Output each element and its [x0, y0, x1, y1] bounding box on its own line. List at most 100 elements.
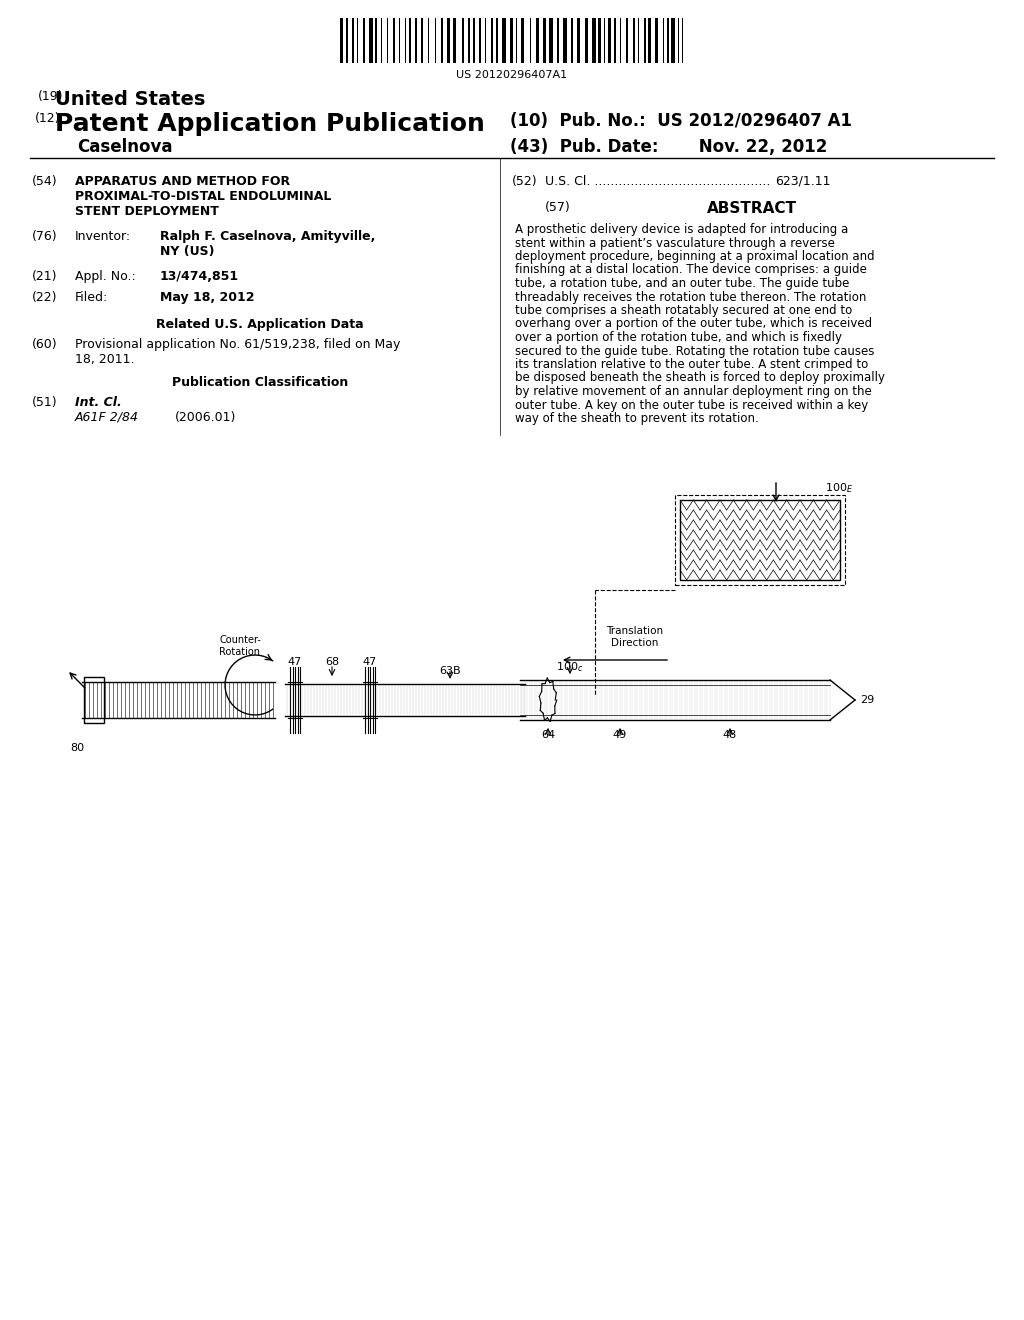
Bar — [592, 18, 596, 63]
Bar — [453, 18, 456, 63]
Text: 63B: 63B — [439, 665, 461, 676]
Bar — [421, 18, 423, 63]
Text: be disposed beneath the sheath is forced to deploy proximally: be disposed beneath the sheath is forced… — [515, 371, 885, 384]
Text: 68: 68 — [325, 657, 339, 667]
Text: 623/1.11: 623/1.11 — [775, 176, 830, 187]
Bar — [440, 18, 443, 63]
Bar — [369, 18, 373, 63]
Text: (51): (51) — [32, 396, 57, 409]
Text: (10)  Pub. No.:  US 2012/0296407 A1: (10) Pub. No.: US 2012/0296407 A1 — [510, 112, 852, 129]
Text: 29: 29 — [860, 696, 874, 705]
Text: (12): (12) — [35, 112, 60, 125]
Bar — [682, 18, 683, 63]
Text: deployment procedure, beginning at a proximal location and: deployment procedure, beginning at a pro… — [515, 249, 874, 263]
Bar — [667, 18, 669, 63]
Text: tube comprises a sheath rotatably secured at one end to: tube comprises a sheath rotatably secure… — [515, 304, 852, 317]
Bar — [571, 18, 572, 63]
Text: Inventor:: Inventor: — [75, 230, 131, 243]
Text: way of the sheath to prevent its rotation.: way of the sheath to prevent its rotatio… — [515, 412, 759, 425]
Text: Filed:: Filed: — [75, 290, 109, 304]
Text: 47: 47 — [362, 657, 377, 667]
Bar — [468, 18, 470, 63]
Bar — [515, 18, 517, 63]
Text: overhang over a portion of the outer tube, which is received: overhang over a portion of the outer tub… — [515, 318, 872, 330]
Text: over a portion of the rotation tube, and which is fixedly: over a portion of the rotation tube, and… — [515, 331, 842, 345]
Text: United States: United States — [55, 90, 206, 110]
Text: tube, a rotation tube, and an outer tube. The guide tube: tube, a rotation tube, and an outer tube… — [515, 277, 849, 290]
Bar — [381, 18, 382, 63]
Text: (52): (52) — [512, 176, 538, 187]
Bar — [409, 18, 411, 63]
Bar — [386, 18, 388, 63]
Bar — [633, 18, 635, 63]
Text: (21): (21) — [32, 271, 57, 282]
Text: Provisional application No. 61/519,238, filed on May
18, 2011.: Provisional application No. 61/519,238, … — [75, 338, 400, 366]
Bar — [644, 18, 645, 63]
Text: A prosthetic delivery device is adapted for introducing a: A prosthetic delivery device is adapted … — [515, 223, 848, 236]
Text: (43)  Pub. Date:       Nov. 22, 2012: (43) Pub. Date: Nov. 22, 2012 — [510, 139, 827, 156]
Text: 100$_E$: 100$_E$ — [825, 482, 853, 495]
Bar — [362, 18, 365, 63]
Bar — [415, 18, 417, 63]
Bar — [563, 18, 566, 63]
Bar — [654, 18, 658, 63]
Bar — [626, 18, 628, 63]
Bar — [536, 18, 539, 63]
Bar — [392, 18, 395, 63]
Text: its translation relative to the outer tube. A stent crimped to: its translation relative to the outer tu… — [515, 358, 868, 371]
Text: 13/474,851: 13/474,851 — [160, 271, 240, 282]
Bar — [556, 18, 559, 63]
Bar — [577, 18, 580, 63]
Bar — [462, 18, 464, 63]
Bar — [585, 18, 588, 63]
Text: 100$_c$: 100$_c$ — [556, 660, 584, 673]
Text: ABSTRACT: ABSTRACT — [707, 201, 797, 216]
Text: May 18, 2012: May 18, 2012 — [160, 290, 255, 304]
Bar — [663, 18, 664, 63]
Text: Patent Application Publication: Patent Application Publication — [55, 112, 485, 136]
Bar — [356, 18, 358, 63]
Text: Related U.S. Application Data: Related U.S. Application Data — [157, 318, 364, 331]
Bar — [404, 18, 406, 63]
Text: (76): (76) — [32, 230, 57, 243]
Text: Caselnova: Caselnova — [77, 139, 172, 156]
Text: Ralph F. Caselnova, Amityville,
NY (US): Ralph F. Caselnova, Amityville, NY (US) — [160, 230, 376, 257]
Text: 47: 47 — [288, 657, 302, 667]
Text: secured to the guide tube. Rotating the rotation tube causes: secured to the guide tube. Rotating the … — [515, 345, 874, 358]
Text: by relative movement of an annular deployment ring on the: by relative movement of an annular deplo… — [515, 385, 871, 399]
Bar — [352, 18, 353, 63]
Bar — [502, 18, 506, 63]
Text: U.S. Cl. ............................................: U.S. Cl. ...............................… — [545, 176, 770, 187]
Bar — [549, 18, 553, 63]
Text: Appl. No.:: Appl. No.: — [75, 271, 136, 282]
Bar — [671, 18, 675, 63]
Text: (19): (19) — [38, 90, 63, 103]
Bar — [675, 495, 845, 585]
Bar — [510, 18, 512, 63]
Bar — [680, 500, 840, 579]
Bar — [598, 18, 600, 63]
Bar — [678, 18, 679, 63]
Bar — [434, 18, 436, 63]
Text: Publication Classification: Publication Classification — [172, 376, 348, 389]
Bar — [648, 18, 650, 63]
Bar — [620, 18, 621, 63]
Bar — [484, 18, 486, 63]
Text: 49: 49 — [613, 730, 627, 741]
Text: threadably receives the rotation tube thereon. The rotation: threadably receives the rotation tube th… — [515, 290, 866, 304]
Bar — [446, 18, 450, 63]
Bar — [608, 18, 610, 63]
Bar — [490, 18, 493, 63]
Text: stent within a patient’s vasculature through a reverse: stent within a patient’s vasculature thr… — [515, 236, 835, 249]
Bar — [427, 18, 429, 63]
Text: (60): (60) — [32, 338, 57, 351]
Text: (22): (22) — [32, 290, 57, 304]
Bar — [340, 18, 342, 63]
Text: (2006.01): (2006.01) — [175, 411, 237, 424]
Bar — [529, 18, 531, 63]
Text: (54): (54) — [32, 176, 57, 187]
Text: A61F 2/84: A61F 2/84 — [75, 411, 139, 424]
Bar — [346, 18, 347, 63]
Text: Counter-
Rotation: Counter- Rotation — [219, 635, 261, 656]
Bar — [375, 18, 377, 63]
